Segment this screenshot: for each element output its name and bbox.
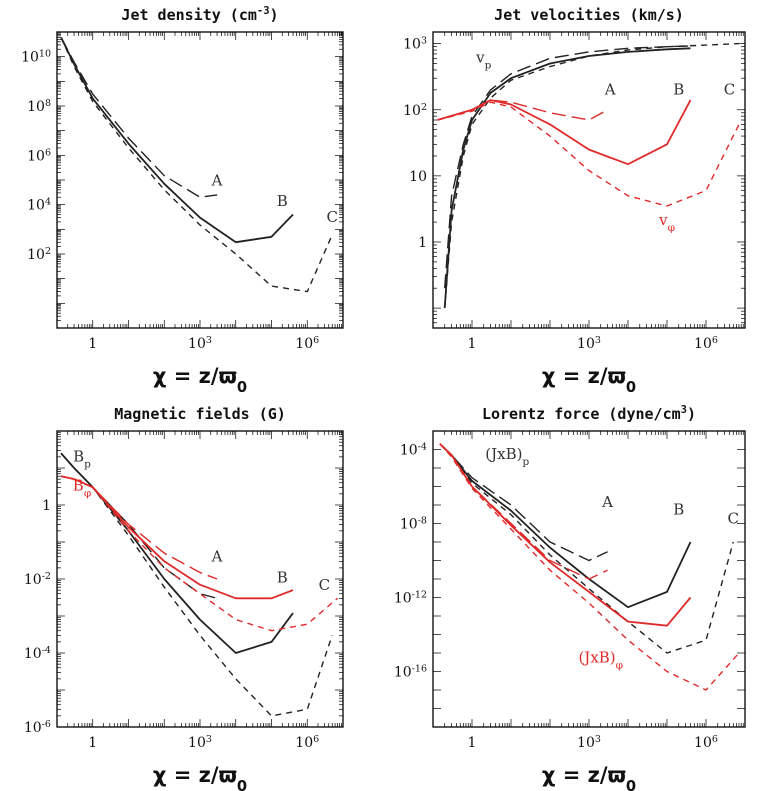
series-line xyxy=(60,452,218,599)
series-line xyxy=(60,452,333,717)
panel-title: Jet density (cm-3) xyxy=(121,5,278,24)
panel-title: Magnetic fields (G) xyxy=(114,405,286,423)
curve-annotation: C xyxy=(319,576,330,594)
x-axis-label: χ = z/ϖ0 xyxy=(153,763,247,791)
curve-annotation: C xyxy=(326,208,337,226)
panel-title: Lorentz force (dyne/cm3) xyxy=(482,404,696,423)
series-line xyxy=(60,37,294,244)
x-tick-label: 1 xyxy=(88,735,97,751)
panel-fields: 1 103 106 10-6 10-4 10-2 1 Magnetic fields (G) χ… xyxy=(24,405,344,791)
x-tick-label: 1 xyxy=(468,735,477,751)
series-line xyxy=(439,443,740,691)
series-line xyxy=(444,45,691,289)
x-tick-label: 106 xyxy=(295,734,319,752)
series-line xyxy=(60,475,338,632)
series-line xyxy=(437,99,692,166)
series-line xyxy=(443,47,691,309)
y-tick-label: 1010 xyxy=(21,48,51,66)
series-line xyxy=(439,443,608,562)
curve-annotation: vφ xyxy=(658,211,675,234)
x-tick-label: 1 xyxy=(468,336,477,352)
minor-ticks xyxy=(57,32,343,328)
series-line xyxy=(60,452,294,654)
series-group xyxy=(439,443,740,691)
y-tick-label: 102 xyxy=(403,101,427,119)
x-tick-label: 103 xyxy=(188,734,212,752)
y-tick-label: 102 xyxy=(27,246,51,264)
curve-annotation: C xyxy=(728,510,739,528)
series-line xyxy=(60,37,218,198)
x-axis-label: χ = z/ϖ0 xyxy=(153,364,247,396)
y-tick-label: 1 xyxy=(418,235,427,251)
curve-annotation: vp xyxy=(475,48,491,71)
x-tick-label: 103 xyxy=(188,335,212,353)
y-tick-label: 10-12 xyxy=(394,589,427,607)
curve-annotation: B xyxy=(277,569,288,587)
plot-frame xyxy=(56,430,344,728)
y-tick-label: 10-6 xyxy=(24,719,51,737)
series-line xyxy=(439,443,734,654)
curve-annotation: A xyxy=(604,81,616,99)
curve-annotation: (JxB)φ xyxy=(578,649,623,672)
y-tick-label: 10-2 xyxy=(24,571,51,589)
series-group xyxy=(60,37,333,293)
x-tick-label: 103 xyxy=(577,734,601,752)
x-tick-label: 106 xyxy=(694,335,718,353)
series-line xyxy=(439,443,692,627)
plot-frame xyxy=(432,31,746,329)
minor-ticks xyxy=(433,32,745,328)
series-line xyxy=(60,37,333,293)
x-tick-label: 103 xyxy=(577,335,601,353)
series-line xyxy=(437,101,740,207)
y-tick-label: 106 xyxy=(27,147,51,165)
curve-annotation: B xyxy=(673,501,684,519)
x-tick-label: 106 xyxy=(694,734,718,752)
y-tick-label: 10 xyxy=(409,169,427,185)
curve-annotation: B xyxy=(673,81,684,99)
curve-annotation: B xyxy=(277,192,288,210)
y-tick-label: 1 xyxy=(42,498,51,514)
series-group xyxy=(60,452,338,717)
minor-ticks xyxy=(433,431,745,727)
curve-annotation: A xyxy=(601,493,613,511)
x-tick-label: 1 xyxy=(88,336,97,352)
y-tick-label: 108 xyxy=(27,98,51,116)
x-tick-label: 106 xyxy=(295,335,319,353)
y-tick-label: 10-4 xyxy=(400,441,427,459)
panel-lorentz: 1 103 106 10-16 10-12 10-8 10-4 Lorentz force (… xyxy=(394,404,746,791)
y-tick-label: 103 xyxy=(403,35,427,53)
curve-annotation: Bφ xyxy=(73,476,91,499)
panel-title: Jet velocities (km/s) xyxy=(494,6,684,24)
y-tick-label: 10-16 xyxy=(394,663,427,681)
curve-annotation: (JxB)p xyxy=(485,445,529,468)
minor-ticks xyxy=(57,431,343,727)
series-line xyxy=(444,42,740,309)
y-tick-label: 10-4 xyxy=(24,645,51,663)
series-group xyxy=(437,42,740,309)
x-axis-label: χ = z/ϖ0 xyxy=(542,364,636,396)
series-line xyxy=(60,475,294,600)
curve-annotation: Bp xyxy=(73,447,91,470)
panel-velocity: 1 103 106 1 10 102 103 Jet velocities (km/s) χ =… xyxy=(403,6,746,396)
curve-annotation: C xyxy=(724,81,735,99)
series-line xyxy=(439,443,608,580)
plot-frame xyxy=(56,31,344,329)
y-tick-label: 104 xyxy=(27,196,51,214)
x-axis-label: χ = z/ϖ0 xyxy=(542,763,636,791)
curve-annotation: A xyxy=(211,171,223,189)
y-tick-label: 10-8 xyxy=(400,515,427,533)
curve-annotation: A xyxy=(211,547,223,565)
panel-density: 1 103 106 102 104 106 108 1010 Jet density (cm-3… xyxy=(21,5,344,396)
